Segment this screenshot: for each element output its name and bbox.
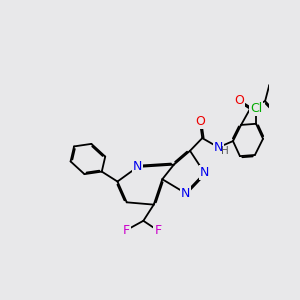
Text: O: O [234, 94, 244, 107]
Text: N: N [200, 167, 209, 179]
Text: Cl: Cl [250, 102, 262, 115]
Text: H: H [221, 146, 229, 157]
Text: O: O [195, 116, 205, 128]
Text: N: N [214, 141, 223, 154]
Text: F: F [123, 224, 130, 236]
Text: N: N [133, 160, 142, 173]
Text: N: N [181, 187, 190, 200]
Text: F: F [154, 224, 161, 237]
